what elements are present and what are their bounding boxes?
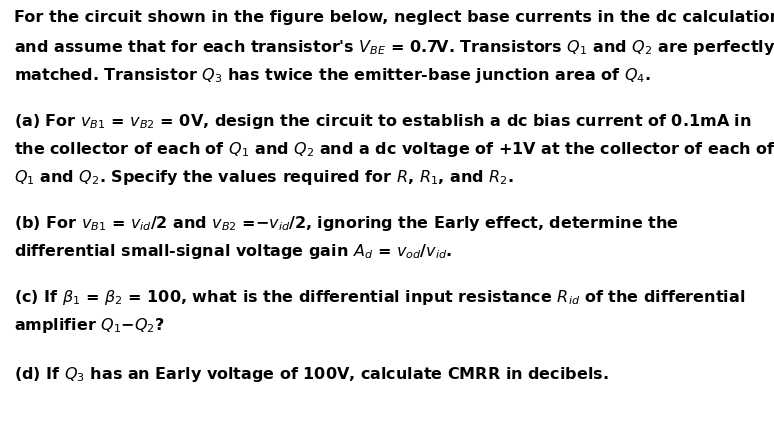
- Text: and assume that for each transistor's $V_{BE}$ = 0.7V. Transistors $Q_1$ and $Q_: and assume that for each transistor's $V…: [14, 38, 774, 57]
- Text: (d) If $Q_3$ has an Early voltage of 100V, calculate CMRR in decibels.: (d) If $Q_3$ has an Early voltage of 100…: [14, 365, 608, 384]
- Text: matched. Transistor $Q_3$ has twice the emitter-base junction area of $Q_4$.: matched. Transistor $Q_3$ has twice the …: [14, 66, 651, 85]
- Text: (b) For $v_{B1}$ = $v_{id}$/2 and $v_{B2}$ =−$v_{id}$/2, ignoring the Early effe: (b) For $v_{B1}$ = $v_{id}$/2 and $v_{B2…: [14, 214, 679, 233]
- Text: (a) For $v_{B1}$ = $v_{B2}$ = 0V, design the circuit to establish a dc bias curr: (a) For $v_{B1}$ = $v_{B2}$ = 0V, design…: [14, 112, 752, 131]
- Text: amplifier $Q_1$−$Q_2$?: amplifier $Q_1$−$Q_2$?: [14, 316, 165, 335]
- Text: $Q_1$ and $Q_2$. Specify the values required for $R$, $R_1$, and $R_2$.: $Q_1$ and $Q_2$. Specify the values requ…: [14, 168, 514, 187]
- Text: the collector of each of $Q_1$ and $Q_2$ and a dc voltage of +1V at the collecto: the collector of each of $Q_1$ and $Q_2$…: [14, 140, 774, 159]
- Text: For the circuit shown in the figure below, neglect base currents in the dc calcu: For the circuit shown in the figure belo…: [14, 10, 774, 25]
- Text: (c) If $\beta_1$ = $\beta_2$ = 100, what is the differential input resistance $R: (c) If $\beta_1$ = $\beta_2$ = 100, what…: [14, 288, 745, 307]
- Text: differential small-signal voltage gain $A_d$ = $v_{od}$/$v_{id}$.: differential small-signal voltage gain $…: [14, 242, 452, 261]
